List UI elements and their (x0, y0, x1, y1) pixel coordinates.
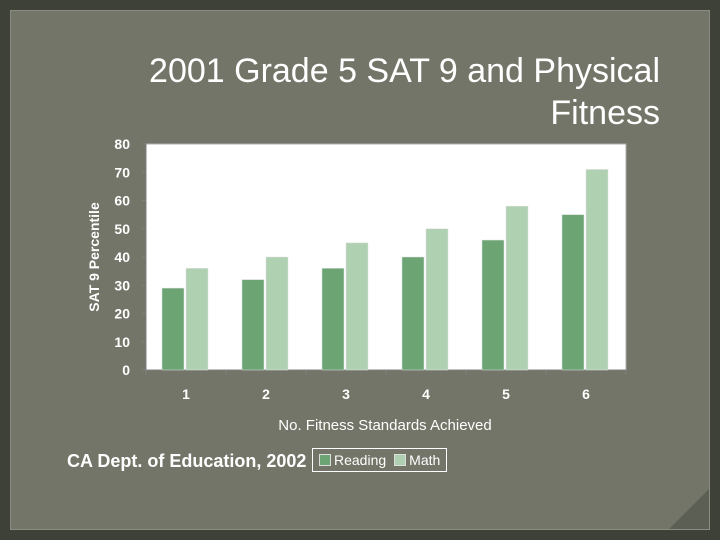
legend-label-math: Math (409, 452, 441, 468)
legend-swatch-reading (319, 454, 331, 466)
slide-title: 2001 Grade 5 SAT 9 and Physical Fitness (149, 52, 660, 132)
bar-reading-6 (561, 214, 585, 371)
y-tick-label: 60 (114, 193, 130, 209)
legend-label-reading: Reading (334, 452, 387, 468)
x-tick-label: 3 (342, 386, 350, 402)
plot-area (145, 143, 627, 371)
bar-reading-2 (241, 279, 265, 371)
y-tick-label: 20 (114, 306, 130, 322)
bar-math-6 (585, 169, 609, 371)
y-tick-label: 30 (114, 277, 130, 293)
bar-reading-4 (401, 256, 425, 371)
source-citation: CA Dept. of Education, 2002 (67, 451, 307, 471)
bar-math-2 (265, 256, 289, 371)
y-tick-label: 10 (114, 334, 130, 350)
bar-math-3 (345, 242, 369, 371)
y-tick-label: 40 (114, 249, 130, 265)
x-tick-label: 6 (582, 386, 590, 402)
bar-math-4 (425, 228, 449, 371)
x-tick-label: 4 (422, 386, 430, 402)
y-tick-label: 80 (114, 136, 130, 152)
y-tick-label: 0 (122, 362, 130, 378)
slide-corner-decoration (669, 489, 709, 529)
x-tick-label: 5 (502, 386, 510, 402)
x-axis-title: No. Fitness Standards Achieved (278, 417, 491, 434)
legend-item-reading: Reading (319, 452, 386, 468)
legend-swatch-math (394, 454, 407, 466)
legend-item-math: Math (394, 452, 440, 468)
bar-reading-5 (481, 239, 505, 371)
chart-legend: Reading Math (312, 448, 448, 472)
y-axis-title: SAT 9 Percentile (86, 202, 102, 312)
y-tick-label: 50 (114, 221, 130, 237)
x-tick-label: 1 (182, 386, 190, 402)
y-tick-label: 70 (114, 164, 130, 180)
bar-reading-1 (161, 287, 185, 371)
bar-reading-3 (321, 268, 345, 371)
bar-math-1 (185, 268, 209, 371)
bar-math-5 (505, 205, 529, 371)
x-tick-label: 2 (262, 386, 270, 402)
